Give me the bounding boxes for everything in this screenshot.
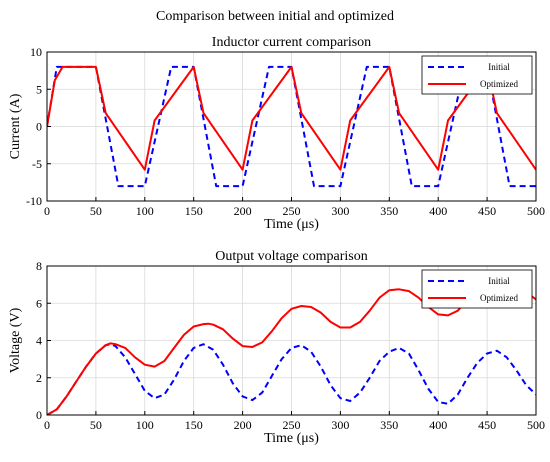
y-tick-label: 0 (36, 120, 42, 134)
figure-title: Comparison between initial and optimized (156, 9, 394, 24)
x-tick-label: 350 (380, 204, 398, 218)
y-tick-label: 10 (30, 45, 42, 59)
y-tick-label: 0 (36, 408, 42, 422)
x-tick-label: 100 (136, 418, 154, 432)
y-axis-label: Current (A) (8, 93, 23, 159)
chart-title: Output voltage comparison (215, 249, 367, 264)
x-tick-label: 0 (44, 418, 50, 432)
y-tick-label: -5 (32, 157, 42, 171)
series-group (47, 277, 536, 415)
x-tick-label: 400 (429, 204, 447, 218)
y-tick-label: 4 (36, 334, 42, 348)
x-axis-label: Time (μs) (264, 431, 319, 446)
y-tick-label: 2 (36, 371, 42, 385)
x-tick-label: 300 (331, 204, 349, 218)
x-tick-label: 200 (234, 418, 252, 432)
x-tick-label: 100 (136, 204, 154, 218)
legend-label-optimized: Optimized (480, 79, 518, 89)
x-tick-label: 500 (527, 204, 545, 218)
legend-box (421, 55, 533, 95)
x-tick-label: 150 (185, 418, 203, 432)
legend-label-optimized: Optimized (480, 293, 518, 303)
series-group (47, 65, 536, 188)
x-tick-label: 300 (331, 418, 349, 432)
chart-title: Inductor current comparison (212, 35, 371, 50)
x-tick-label: 50 (90, 418, 102, 432)
x-tick-label: 450 (478, 204, 496, 218)
legend-label-initial: Initial (488, 276, 510, 286)
x-axis-label: Time (μs) (264, 217, 319, 232)
legend: Initial Optimized (421, 55, 533, 95)
x-tick-label: 0 (44, 204, 50, 218)
series-line-optimized (47, 277, 536, 415)
y-tick-label: 6 (36, 296, 42, 310)
x-tick-label: 50 (90, 204, 102, 218)
x-tick-label: 250 (283, 418, 301, 432)
x-tick-label: 500 (527, 418, 545, 432)
x-tick-label: 150 (185, 204, 203, 218)
legend-label-initial: Initial (488, 62, 510, 72)
legend: Initial Optimized (421, 269, 533, 309)
x-tick-label: 250 (283, 204, 301, 218)
x-tick-label: 400 (429, 418, 447, 432)
y-tick-label: -10 (26, 194, 42, 208)
x-tick-label: 200 (234, 204, 252, 218)
x-tick-label: 450 (478, 418, 496, 432)
legend-box (421, 269, 533, 309)
y-axis-label: Voltage (V) (8, 307, 23, 373)
y-tick-label: 8 (36, 259, 42, 273)
y-tick-label: 5 (36, 82, 42, 96)
series-line-initial (47, 343, 536, 415)
series-line-optimized (47, 65, 536, 171)
x-tick-label: 350 (380, 418, 398, 432)
